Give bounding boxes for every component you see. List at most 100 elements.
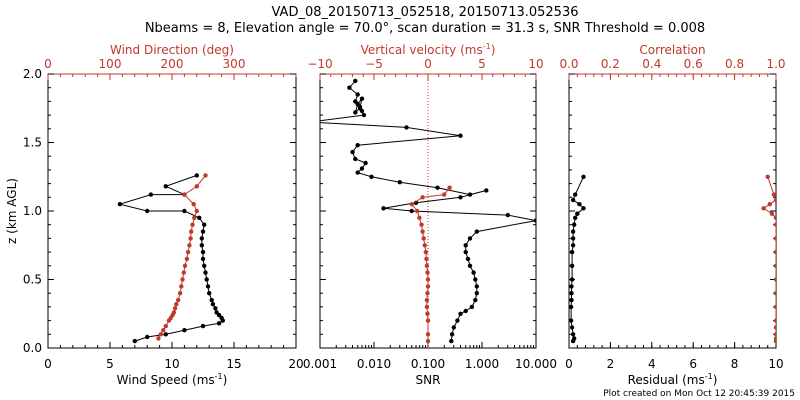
series-red-point (176, 297, 181, 303)
series-black-line (320, 80, 536, 342)
series-red-point (773, 263, 776, 268)
series-black-point (204, 277, 209, 282)
series-red-point (421, 236, 426, 241)
series-black-point (473, 297, 478, 303)
series-red-point (185, 249, 191, 255)
series-black-point (200, 323, 206, 329)
series-black-point (209, 297, 214, 303)
bottom-tick-label: 20 (288, 357, 303, 371)
series-black-point (505, 212, 510, 218)
series-red-line (762, 176, 776, 342)
bottom-tick-label: 5 (106, 357, 114, 371)
series-black-point (355, 92, 360, 97)
series-black-point (308, 120, 312, 124)
bottom-tick-label: 0.010 (357, 357, 391, 371)
series-black-point (570, 332, 576, 337)
bottom-tick-label: 0.100 (411, 357, 445, 371)
top-tick-label: 0.8 (725, 57, 744, 71)
series-red-point (184, 256, 190, 262)
series-red-point (181, 270, 186, 275)
series-red-point (424, 304, 430, 310)
bottom-tick-label: 10.000 (515, 357, 557, 371)
series-black-point (449, 332, 455, 337)
series-red-point (425, 338, 431, 344)
series-black-point (182, 328, 187, 333)
series-red-point (447, 185, 452, 190)
series-red-point (424, 297, 430, 303)
series-black-point (474, 284, 479, 289)
series-black-point (355, 143, 360, 148)
series-black-point (474, 291, 479, 296)
series-black-point (220, 318, 225, 323)
series-red-point (425, 311, 430, 316)
top-tick-label: −10 (307, 57, 332, 71)
series-black-point (455, 318, 460, 323)
series-black-point (353, 156, 358, 162)
series-black-point (353, 110, 358, 115)
series-black-point (216, 312, 222, 318)
plot-area (569, 174, 776, 344)
y-tick-label: 0.0 (23, 341, 42, 355)
series-red-point (773, 215, 776, 220)
plot-created-footer: Plot created on Mon Oct 12 20:45:39 2015 (603, 389, 795, 399)
series-black-point (570, 229, 576, 234)
series-black-point (570, 197, 576, 203)
series-black-point (458, 311, 463, 316)
top-tick-label: 10 (528, 57, 543, 71)
bottom-axis-label: Wind Speed (ms-1) (117, 372, 228, 387)
top-tick-label: 300 (223, 57, 246, 71)
series-red-point (188, 236, 193, 241)
series-red-point (761, 206, 766, 211)
series-black-point (145, 334, 150, 340)
series-black-point (570, 243, 576, 248)
series-red-point (177, 291, 183, 296)
series-black-point (473, 277, 478, 282)
series-red-line (157, 175, 206, 339)
series-black-point (569, 263, 575, 268)
series-black-point (581, 174, 586, 179)
series-black-point (570, 338, 576, 344)
series-black-point (467, 192, 473, 197)
series-red-point (425, 284, 431, 289)
series-red-point (419, 222, 424, 227)
series-black-point (163, 184, 168, 189)
series-red-point (425, 318, 431, 323)
series-black-point (569, 325, 575, 330)
chart-panel-3: 0 2 4 6 8 10 0.0 0.2 0.4 0.6 0.8 1.0 Residual (ms-1)… (559, 43, 785, 387)
series-black-point (369, 174, 374, 179)
series-black-point (207, 291, 212, 296)
series-red-point (189, 229, 194, 234)
series-red-point (773, 304, 776, 310)
bottom-tick-label: 4 (648, 357, 656, 371)
series-red-point (166, 318, 172, 323)
series-black-point (210, 302, 216, 307)
series-red-point (182, 192, 187, 197)
series-red-point (773, 236, 776, 241)
y-axis-label: z (km AGL) (5, 178, 19, 244)
series-red-point (415, 208, 420, 214)
bottom-tick-label: 0 (565, 357, 573, 371)
series-black-point (203, 270, 208, 275)
bottom-tick-label: 0.001 (303, 357, 337, 371)
series-black-point (581, 206, 586, 211)
plot-area (117, 173, 225, 344)
bottom-tick-label: 8 (731, 357, 739, 371)
series-black-point (194, 173, 199, 178)
series-black-point (347, 85, 352, 90)
series-black-point (200, 256, 206, 262)
series-red-point (773, 222, 776, 227)
top-axis-label: Vertical velocity (ms-1) (361, 42, 496, 57)
series-black-point (200, 229, 206, 234)
series-black-point (202, 263, 207, 268)
series-black-point (463, 249, 468, 255)
series-red-point (771, 192, 776, 197)
top-tick-label: 1.0 (766, 57, 785, 71)
series-black-point (148, 192, 154, 197)
series-black-point (132, 338, 137, 344)
series-black-point (199, 243, 204, 248)
series-black-point (216, 321, 222, 326)
series-black-point (202, 222, 207, 227)
series-black-point (463, 243, 468, 248)
